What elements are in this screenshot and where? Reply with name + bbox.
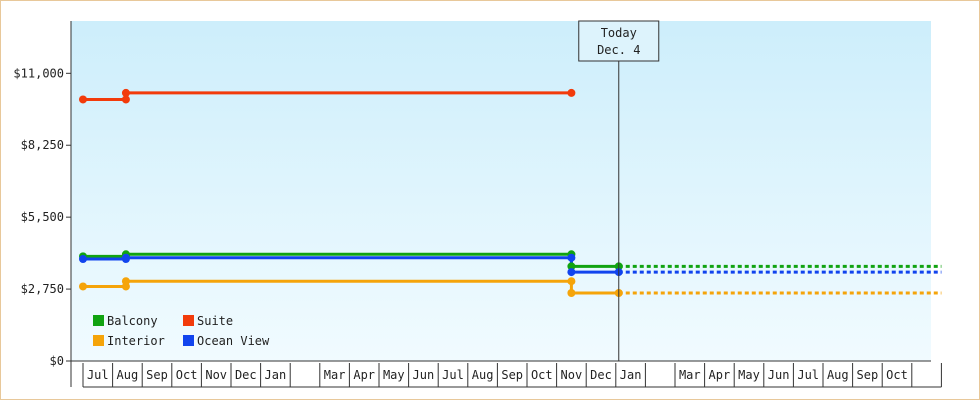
month-label-20: Mar	[679, 368, 701, 382]
today-date: Dec. 4	[597, 43, 640, 57]
legend-label-2: Interior	[107, 334, 165, 348]
month-label-26: Sep	[857, 368, 879, 382]
month-label-3: Oct	[176, 368, 198, 382]
series-point-3-3	[567, 253, 576, 262]
series-point-2-4	[567, 289, 576, 297]
month-label-21: Apr	[709, 368, 731, 382]
month-label-1: Aug	[117, 368, 139, 382]
month-label-5: Dec	[235, 368, 257, 382]
month-label-18: Jan	[620, 368, 642, 382]
month-label-10: May	[383, 368, 405, 382]
axes: $0 $2,750 $5,500 $8,250 $11,000 Jul Aug Sep Oct N…	[13, 21, 942, 388]
month-label-8: Mar	[324, 368, 346, 382]
series-point-1-0	[79, 95, 87, 104]
y-tick-label-0: $0	[50, 354, 64, 368]
month-label-11: Jun	[413, 368, 435, 382]
month-label-9: Apr	[353, 368, 375, 382]
month-label-2: Sep	[146, 368, 168, 382]
y-tick-label-2: $5,500	[21, 210, 64, 224]
legend-swatch-3	[183, 335, 194, 346]
today-marker: Today Dec. 4	[578, 20, 660, 361]
month-label-24: Jul	[797, 368, 819, 382]
series-point-2-0	[79, 282, 87, 291]
month-label-15: Oct	[531, 368, 553, 382]
y-tick-label-3: $8,250	[21, 138, 64, 152]
legend-label-0: Balcony	[107, 314, 158, 328]
series-line-2	[83, 279, 619, 295]
month-label-12: Jul	[442, 368, 464, 382]
series-line-0	[83, 252, 619, 268]
legend-swatch-2	[93, 335, 104, 346]
month-label-16: Nov	[561, 368, 583, 382]
legend-swatch-0	[93, 315, 104, 326]
month-label-25: Aug	[827, 368, 849, 382]
month-label-6: Jan	[265, 368, 287, 382]
month-label-4: Nov	[205, 368, 227, 382]
plot-area	[71, 21, 931, 361]
today-box	[578, 20, 660, 62]
series-lines	[83, 91, 619, 295]
legend-label-3: Ocean View	[197, 334, 270, 348]
legend-label-1: Suite	[197, 314, 233, 328]
month-label-27: Oct	[886, 368, 908, 382]
today-label: Today	[601, 26, 637, 40]
series-point-3-0	[79, 255, 87, 263]
month-label-17: Dec	[590, 368, 612, 382]
series-point-2-2	[121, 277, 130, 286]
series-point-3-2	[121, 253, 130, 262]
month-label-23: Jun	[768, 368, 790, 382]
legend: Balcony Suite Interior Ocean View	[93, 314, 270, 348]
month-label-13: Aug	[472, 368, 494, 382]
series-point-1-2	[121, 88, 130, 97]
month-label-0: Jul	[87, 368, 109, 382]
series-point-3-4	[567, 268, 576, 277]
month-label-14: Sep	[501, 368, 523, 382]
series-markers	[79, 88, 623, 297]
series-point-2-3	[567, 277, 576, 286]
series-point-0-4	[567, 262, 576, 271]
y-tick-label-1: $2,750	[21, 282, 64, 296]
series-line-3	[83, 256, 619, 274]
series-point-1-1	[121, 95, 130, 104]
y-tick-label-4: $11,000	[13, 66, 64, 80]
legend-swatch-1	[183, 315, 194, 326]
projection-lines	[618, 264, 942, 295]
series-point-1-3	[567, 88, 576, 97]
month-label-22: May	[738, 368, 760, 382]
